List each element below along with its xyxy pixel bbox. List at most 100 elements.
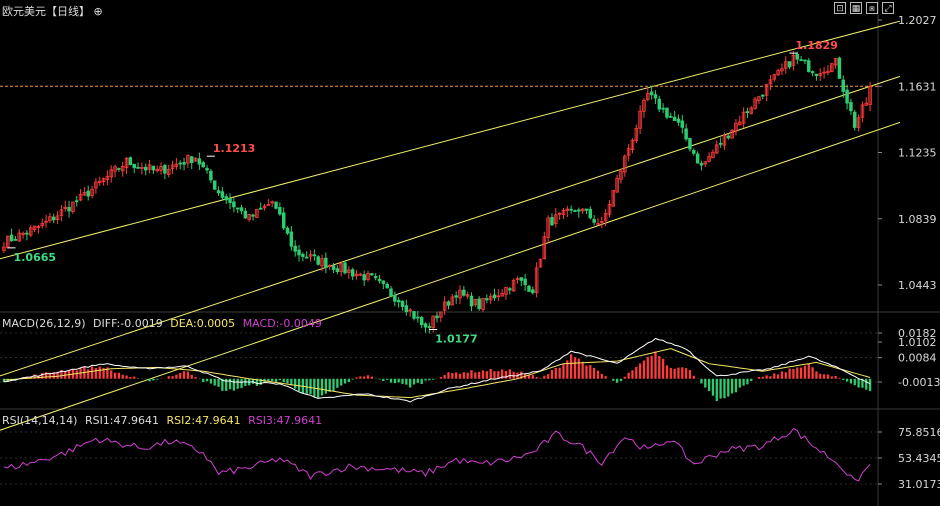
candle-body [646, 93, 650, 101]
candle-body [262, 205, 267, 209]
low-label-2: 1.0177 [435, 333, 477, 346]
candle-body [446, 301, 451, 306]
macd-axis-label: 0.0084 [898, 352, 937, 365]
candle-body [86, 190, 90, 197]
candle-body [561, 209, 566, 215]
candle-body [864, 102, 868, 106]
candle-body [519, 277, 524, 281]
rsi3-value: RSI3:47.9641 [248, 414, 323, 427]
candle-body [308, 254, 313, 257]
candle-body [542, 236, 547, 260]
candle-body [29, 227, 33, 236]
candle-body [400, 300, 405, 307]
rsi2-value: RSI2:47.9641 [166, 414, 241, 427]
rsi-header: RSI(14,14,14) RSI1:47.9641 RSI2:47.9641 … [2, 414, 322, 427]
candle-body [101, 178, 106, 183]
candle-body [174, 163, 179, 167]
candle-body [435, 315, 439, 319]
candle-body [546, 217, 550, 238]
candle-body [569, 208, 573, 211]
candle-body [772, 74, 777, 80]
rsi1-value: RSI1:47.9641 [84, 414, 159, 427]
expand-icon[interactable]: ⤢ [882, 2, 894, 14]
price-axis-label: 1.2027 [898, 14, 937, 27]
candle-body [289, 231, 294, 247]
candle-body [531, 289, 535, 294]
candle-body [78, 193, 83, 201]
candle-body [868, 85, 872, 106]
candle-body [193, 157, 198, 162]
candle-body [316, 256, 320, 265]
candle-body [757, 96, 761, 102]
price-axis-label: 1.0839 [898, 213, 937, 226]
macd-header: MACD(26,12,9) DIFF:-0.0019 DEA:0.0005 MA… [2, 317, 322, 330]
candle-body [266, 204, 271, 206]
price-axis-label: 1.1631 [898, 80, 937, 93]
candle-body [803, 59, 807, 62]
candle-body [477, 298, 481, 310]
candle-body [205, 167, 209, 171]
candle-body [25, 232, 29, 235]
candle-body [270, 201, 274, 204]
channel-line [0, 20, 901, 260]
candle-body [473, 298, 478, 306]
candle-body [151, 165, 156, 171]
price-axis-label: 1.0443 [898, 279, 937, 292]
candle-body [492, 294, 497, 299]
candlestick-series[interactable] [2, 50, 872, 334]
candle-body [251, 214, 255, 217]
price-axis: 1.2027 1.1631 1.1235 1.0839 1.0443 1.01020.01… [878, 14, 940, 491]
candle-body [511, 279, 516, 292]
candle-body [791, 54, 796, 66]
candle-body [423, 323, 428, 328]
settings-icon[interactable]: ⧆ [866, 2, 878, 14]
candle-body [580, 208, 585, 212]
zoom-circle-icon[interactable]: ⊕ [93, 5, 103, 18]
candle-body [67, 206, 71, 212]
candle-body [849, 101, 853, 112]
candle-body [324, 257, 328, 268]
candle-body [745, 111, 750, 114]
candle-body [469, 295, 474, 307]
dea-line [3, 348, 871, 399]
macd-dea: DEA:0.0005 [170, 317, 236, 330]
channel-lines [0, 20, 901, 431]
candle-body [508, 288, 512, 291]
candle-body [822, 71, 826, 74]
candle-body [534, 267, 539, 294]
candle-body [278, 207, 282, 215]
candle-body [715, 144, 719, 154]
candle-body [258, 207, 263, 210]
candle-body [120, 166, 125, 172]
grid-icon[interactable]: ▦ [850, 2, 862, 14]
candle-body [557, 212, 562, 215]
candle-body [814, 73, 819, 76]
candle-body [818, 73, 823, 76]
candle-body [603, 213, 608, 222]
candle-body [711, 151, 715, 159]
candle-body [247, 214, 251, 220]
candle-body [163, 164, 167, 174]
candle-body [450, 296, 455, 306]
candle-body [366, 272, 370, 280]
candle-body [630, 139, 635, 151]
candle-body [830, 63, 834, 73]
candle-body [462, 289, 466, 296]
candle-body [9, 234, 14, 242]
candle-body [293, 245, 297, 252]
candle-body [634, 128, 639, 141]
candle-body [458, 289, 462, 299]
candle-body [718, 142, 723, 145]
candle-body [669, 115, 673, 118]
candle-body [573, 210, 577, 212]
candle-body [454, 295, 458, 298]
candle-body [358, 273, 363, 276]
candle-body [281, 212, 286, 229]
candle-body [826, 70, 830, 73]
channel-line [0, 121, 901, 431]
zoom-out-icon[interactable]: ⊡ [834, 2, 846, 14]
candle-body [419, 317, 424, 326]
candle-body [699, 163, 704, 166]
high-label-1: 1.1213 [213, 142, 255, 155]
